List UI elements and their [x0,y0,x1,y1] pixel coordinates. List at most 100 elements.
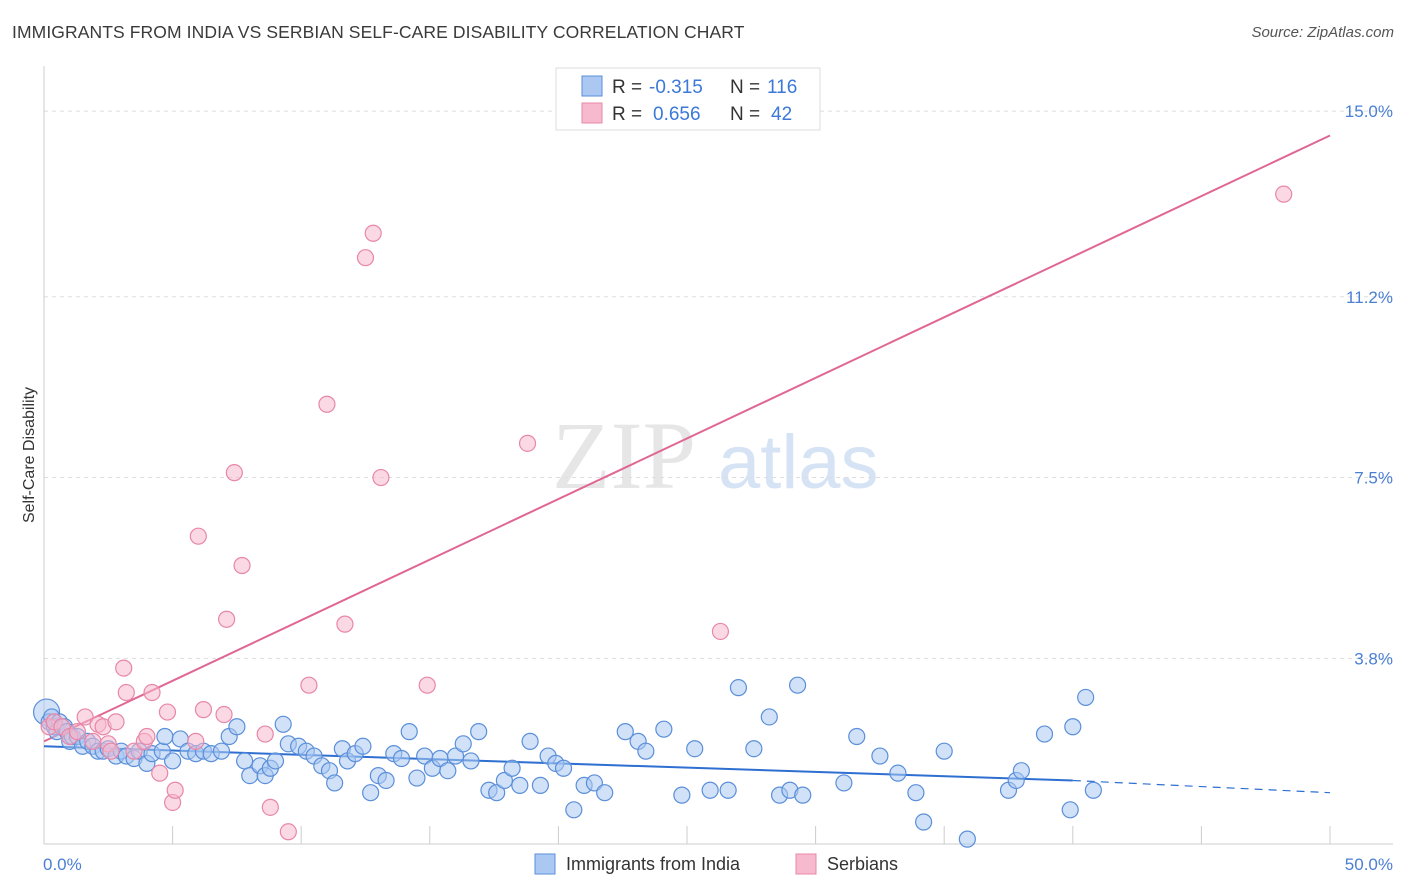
legend-r-label-2: R = [612,104,642,125]
watermark: ZIP atlas [552,402,879,509]
point-india [701,781,719,799]
point-india [907,784,925,802]
point-india [236,752,254,770]
point-india [554,759,573,777]
point-serbians [279,823,297,841]
point-serbians [84,732,102,750]
point-india [446,747,465,765]
y-tick-label: 7.5% [1354,469,1393,488]
point-serbians [107,713,125,731]
point-india [616,723,634,741]
legend-n-label-1: N = [730,77,760,98]
point-serbians [218,610,236,628]
point-india [228,718,246,736]
bottom-legend-swatch-india [534,853,556,875]
point-serbians [138,727,156,746]
point-india [596,784,614,802]
point-india [935,742,953,760]
point-india [488,784,506,802]
point-india [794,786,812,804]
point-india [274,715,292,733]
point-serbians [261,798,279,816]
point-india [673,786,691,804]
point-india [164,752,182,770]
point-serbians [233,556,251,575]
point-india [354,737,372,755]
point-india [686,740,704,758]
point-india [1012,762,1030,780]
point-india [1061,801,1079,819]
trend-line-serbians [43,134,1331,743]
point-serbians [215,705,233,724]
point-serbians [336,615,354,633]
legend-r-label-1: R = [612,77,642,98]
point-india [655,720,673,738]
point-india [889,764,907,782]
point-india [760,708,778,726]
point-india [565,801,583,819]
point-india [637,742,655,760]
trend-line-india-extrapolated [1072,779,1331,794]
y-tick-label: 15.0% [1345,102,1393,121]
point-india [454,735,472,753]
point-india [392,749,411,768]
point-serbians [117,683,135,702]
point-serbians [158,703,177,721]
point-india [156,727,174,746]
legend-n-label-2: N = [730,104,760,125]
point-india [503,759,521,777]
point-india [788,676,807,694]
point-india [495,771,513,790]
legend-r-value-1: -0.315 [649,77,703,98]
y-axis-label: Self-Care Disability [21,387,38,523]
point-serbians [318,395,336,413]
point-india [521,732,539,750]
point-india [835,774,853,792]
legend-n-value-2: 42 [771,104,792,125]
point-serbians [115,659,133,677]
point-serbians [356,249,375,267]
point-serbians [166,781,184,799]
point-india [871,747,889,765]
point-serbians [76,708,94,726]
point-serbians [1275,185,1293,203]
y-tick-labels: 3.8% 7.5% 11.2% 15.0% [1345,102,1393,668]
legend: R = -0.315 N = 116 R = 0.656 N = 42 [555,67,821,131]
point-india [719,781,737,799]
point-india [439,762,457,780]
point-india [958,830,976,848]
point-india [1035,725,1054,743]
point-india [1077,688,1095,707]
data-points [32,185,1293,848]
point-serbians [300,676,318,694]
point-india [1084,781,1102,799]
point-india [1064,718,1082,736]
x-tick-label-min: 0.0% [43,855,82,874]
point-serbians [194,701,213,719]
point-serbians [187,732,205,750]
point-india [745,740,763,758]
bottom-legend: Immigrants from India Serbians [534,853,898,875]
legend-swatch-pink [581,102,603,124]
point-india [470,723,488,741]
x-tick-label-max: 50.0% [1345,855,1393,874]
point-india [729,679,748,697]
bottom-legend-label-india: Immigrants from India [566,854,741,874]
point-serbians [68,723,87,741]
point-serbians [518,434,537,452]
legend-n-value-1: 116 [767,77,797,98]
point-serbians [711,622,730,641]
watermark-atlas: atlas [718,420,879,505]
point-india [326,774,344,792]
point-serbians [143,683,161,702]
point-serbians [364,224,382,242]
point-india [915,813,933,831]
point-india [531,776,549,794]
point-serbians [225,464,243,482]
point-india [212,742,231,760]
point-india [511,776,529,794]
point-india [362,784,380,802]
point-serbians [418,676,436,694]
grid-lines [44,110,1393,659]
point-india [848,727,866,746]
